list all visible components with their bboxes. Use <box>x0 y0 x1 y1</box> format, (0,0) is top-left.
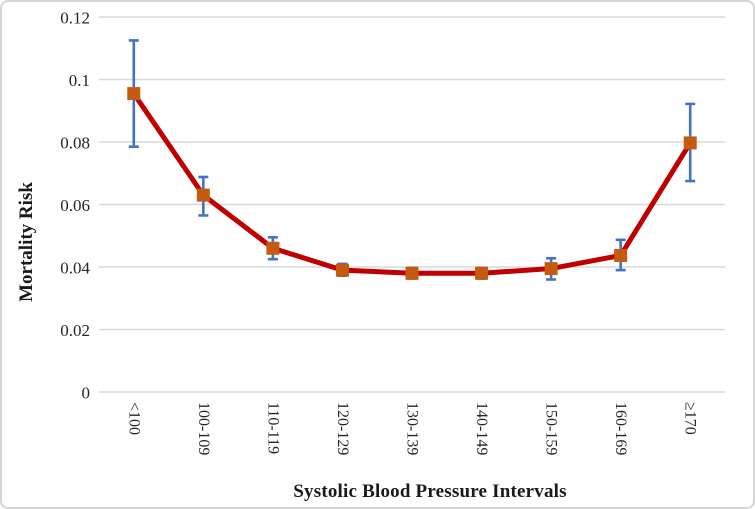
x-tick-label: 150-159 <box>543 402 560 455</box>
series-line <box>131 91 693 276</box>
x-tick-label: 110-119 <box>264 402 281 454</box>
y-tick-label: 0 <box>82 384 91 403</box>
data-point-marker <box>475 266 489 280</box>
data-point-marker <box>127 87 141 101</box>
data-point-marker <box>683 136 697 150</box>
data-point-marker <box>544 262 558 276</box>
x-tick-label: 100-109 <box>195 402 212 455</box>
data-point-marker <box>614 248 628 262</box>
y-tick-label: 0.1 <box>69 71 90 90</box>
x-tick-label: 120-129 <box>334 402 351 455</box>
x-tick-label: 160-169 <box>612 402 629 455</box>
x-tick-label: ≥170 <box>682 402 699 435</box>
y-tick-label: 0.12 <box>60 9 90 28</box>
x-axis-title: Systolic Blood Pressure Intervals <box>293 481 567 502</box>
y-tick-label: 0.08 <box>60 134 90 153</box>
x-tick-label: 130-139 <box>404 402 421 455</box>
data-point-marker <box>266 241 280 255</box>
y-axis-title: Mortality Risk <box>16 182 37 302</box>
y-tick-label: 0.06 <box>60 196 90 215</box>
data-point-marker <box>405 266 419 280</box>
x-tick-label: 140-149 <box>473 402 490 455</box>
data-point-marker <box>335 263 349 277</box>
x-tick-label: <100 <box>125 402 142 435</box>
y-tick-label: 0.04 <box>60 259 90 278</box>
data-point-marker <box>196 188 210 202</box>
y-tick-label: 0.02 <box>60 321 90 340</box>
